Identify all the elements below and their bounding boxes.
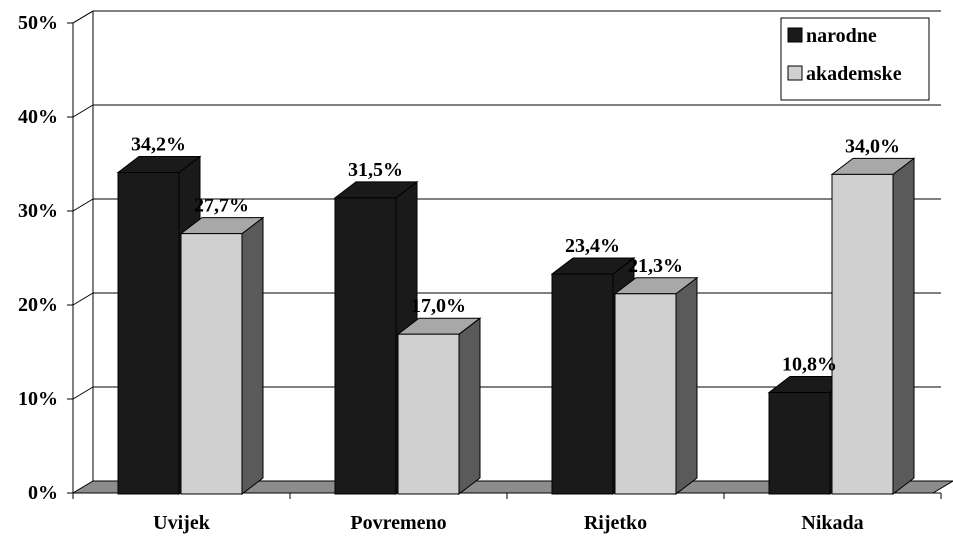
bar-front-face [180, 233, 243, 495]
x-tick-label: Nikada [801, 512, 863, 534]
data-label: 34,0% [845, 135, 900, 157]
gridline-side [72, 104, 94, 118]
data-label: 23,4% [565, 235, 620, 257]
bar-front-face [614, 293, 677, 495]
bar-front-face [551, 273, 614, 495]
bar-side-face [458, 317, 481, 496]
bar-akademske-nikada [830, 157, 916, 496]
bar-akademske-rijetko [613, 276, 699, 496]
bar-side-face [675, 276, 698, 496]
data-labels: 34,2% 27,7% 31,5% 17,0% 23,4% 21,3% 10,8% 34,0% [131, 134, 900, 376]
x-tick-label: Rijetko [584, 512, 647, 534]
legend-box [780, 17, 930, 101]
legend-label-akademske: akademske [806, 63, 902, 85]
bar-side-face [892, 157, 915, 496]
bar-front-face [831, 173, 894, 495]
y-tick-label: 0% [28, 482, 58, 504]
bar-akademske-uvijek [179, 216, 265, 496]
bar-front-face [768, 391, 831, 495]
y-tick-label: 40% [18, 106, 58, 128]
y-tick-label: 20% [18, 294, 58, 316]
y-tick-label: 10% [18, 388, 58, 410]
y-axis-top-edge [72, 10, 94, 24]
legend-label-narodne: narodne [806, 25, 877, 47]
bar-side-face [241, 216, 264, 496]
legend-swatch-narodne [787, 27, 803, 43]
gridline-side [72, 292, 94, 306]
gridline-side [72, 386, 94, 400]
data-label: 34,2% [131, 134, 186, 156]
gridline-side [72, 198, 94, 212]
bar-front-face [334, 197, 397, 495]
data-label: 31,5% [348, 159, 403, 181]
data-label: 17,0% [411, 295, 466, 317]
data-label: 27,7% [194, 195, 249, 217]
x-tick-label: Povremeno [350, 512, 446, 534]
legend-swatch-akademske [787, 65, 803, 81]
data-label: 10,8% [782, 353, 837, 375]
bars [116, 155, 916, 496]
bar-front-face [397, 333, 460, 495]
x-tick-label: Uvijek [153, 512, 211, 534]
bar-front-face [117, 172, 180, 495]
data-label: 21,3% [628, 255, 683, 277]
y-tick-label: 30% [18, 200, 58, 222]
y-tick-label: 50% [18, 12, 58, 34]
legend: narodne akademske [780, 17, 930, 101]
bar-akademske-povremeno [396, 317, 482, 496]
